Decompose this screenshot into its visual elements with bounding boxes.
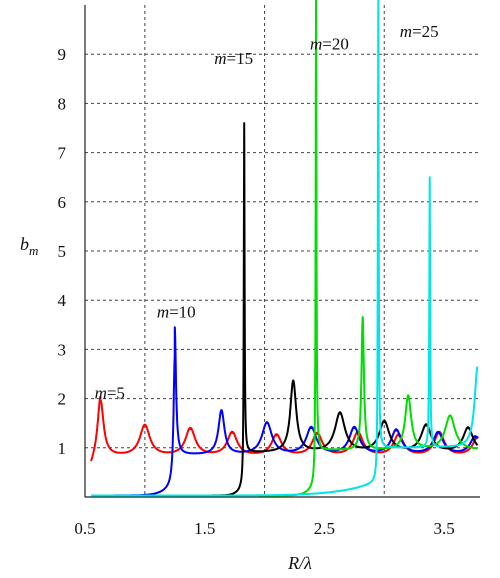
series-m25 <box>90 0 479 497</box>
series-m10 <box>90 326 479 497</box>
series-group <box>90 0 479 497</box>
x-tick-label: 2.5 <box>314 519 335 538</box>
y-tick-label: 9 <box>58 45 67 64</box>
annotations: m=5 m=10 m=15 m=20 m=25 <box>95 22 439 403</box>
x-tick-label: 1.5 <box>194 519 215 538</box>
grid <box>85 5 480 497</box>
tick-labels: 1 2 3 4 5 6 7 8 9 0.5 1.5 2.5 3.5 <box>58 45 455 538</box>
y-tick-label: 1 <box>58 439 67 458</box>
series-annotation: m=25 <box>400 22 439 41</box>
y-tick-label: 2 <box>58 390 67 409</box>
y-tick-label: 5 <box>58 242 67 261</box>
x-axis-label: R/λ <box>287 553 312 573</box>
axes <box>84 5 480 498</box>
series-annotation: m=20 <box>310 34 349 53</box>
y-tick-label: 4 <box>58 291 67 310</box>
y-tick-label: 6 <box>58 193 67 212</box>
y-axis-label: bm <box>20 234 38 258</box>
series-annotation: m=15 <box>214 49 253 68</box>
series-annotation: m=10 <box>157 302 196 321</box>
y-tick-label: 7 <box>58 144 67 163</box>
y-tick-label: 3 <box>58 340 67 359</box>
y-tick-label: 8 <box>58 94 67 113</box>
x-tick-label: 3.5 <box>433 519 454 538</box>
x-tick-label: 0.5 <box>74 519 95 538</box>
series-m20 <box>257 0 479 497</box>
series-m5 <box>90 395 479 462</box>
series-annotation: m=5 <box>95 384 125 403</box>
